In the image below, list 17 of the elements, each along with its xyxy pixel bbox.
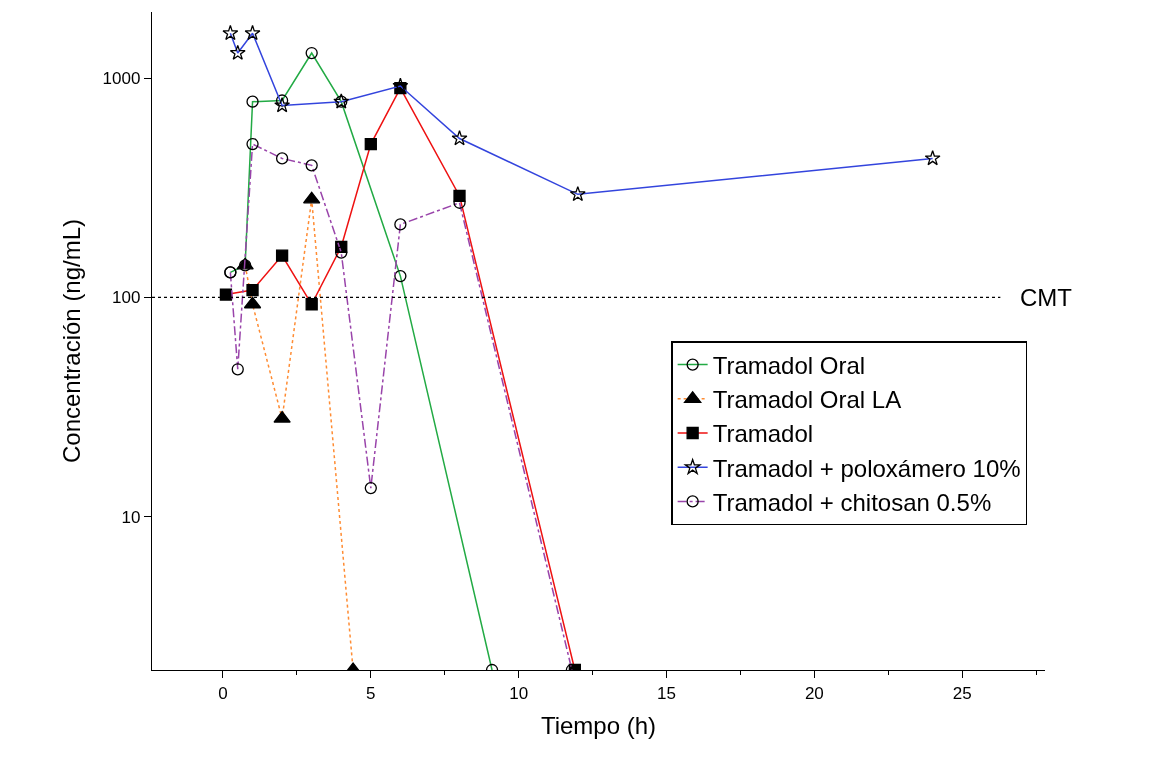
- legend-label: Tramadol + chitosan 0.5%: [712, 488, 992, 516]
- x-tick-label: 10: [509, 683, 529, 703]
- x-tick-label: 0: [218, 683, 228, 703]
- ref-line-label: CMT: [1020, 284, 1073, 311]
- y-tick-label: 100: [112, 288, 141, 308]
- x-tick-label: 15: [657, 683, 676, 703]
- x-tick-label: 5: [366, 683, 376, 703]
- legend-label: Tramadol Oral LA: [712, 386, 902, 414]
- y-tick-label: 10: [121, 507, 141, 527]
- x-tick-label: 25: [952, 683, 972, 703]
- legend-label: Tramadol + poloxámero 10%: [712, 454, 1021, 482]
- legend-label: Tramadol: [712, 420, 814, 448]
- y-tick-label: 1000: [102, 68, 141, 88]
- x-axis-title: Tiempo (h): [540, 711, 657, 739]
- legend-label: Tramadol Oral: [712, 351, 866, 379]
- x-tick-label: 20: [804, 683, 824, 703]
- y-axis-title: Concentración (ng/mL): [57, 218, 85, 464]
